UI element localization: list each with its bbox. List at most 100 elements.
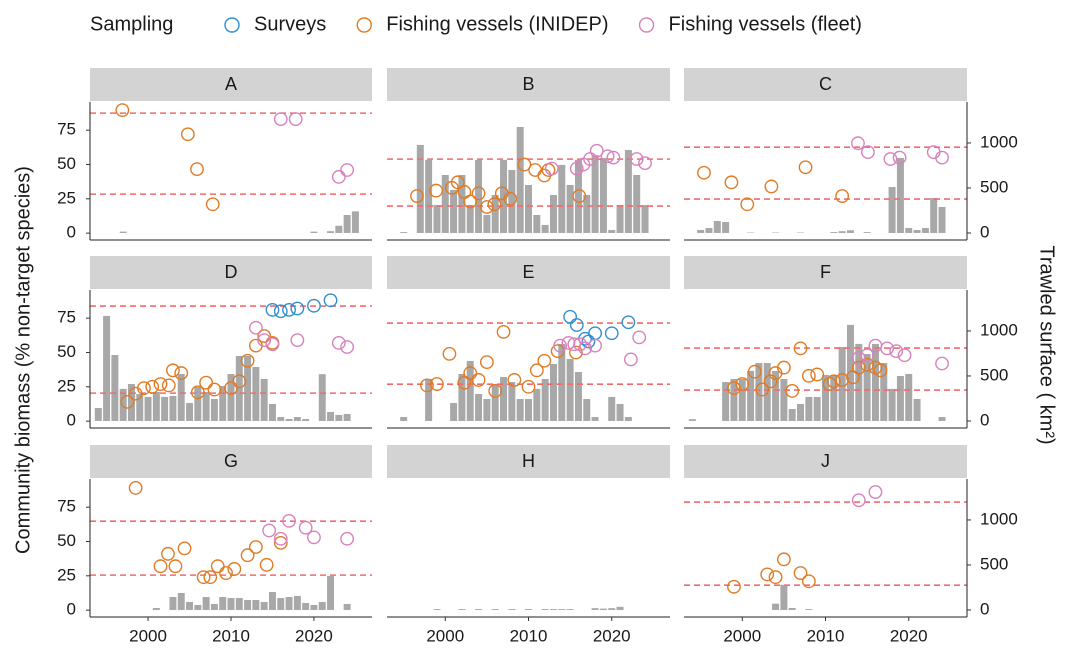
bar bbox=[210, 603, 218, 610]
bar bbox=[913, 230, 921, 233]
bar bbox=[516, 399, 524, 421]
bar bbox=[574, 159, 582, 233]
bar bbox=[705, 228, 713, 233]
y-tick-label: 0 bbox=[67, 223, 76, 242]
point bbox=[153, 377, 168, 391]
y-tick-label: 25 bbox=[57, 565, 76, 584]
bar bbox=[616, 606, 624, 610]
point bbox=[727, 579, 741, 594]
y2-tick-label: 0 bbox=[980, 410, 989, 429]
bar bbox=[416, 144, 424, 233]
point bbox=[755, 382, 770, 397]
y-tick-label: 50 bbox=[57, 531, 76, 550]
bar bbox=[260, 601, 268, 610]
point bbox=[410, 189, 424, 203]
bar bbox=[152, 391, 160, 421]
point bbox=[265, 337, 280, 352]
point bbox=[553, 338, 568, 353]
point bbox=[629, 152, 644, 166]
point bbox=[851, 351, 866, 365]
point bbox=[835, 373, 850, 387]
point bbox=[763, 374, 778, 389]
bar bbox=[450, 189, 458, 233]
y-tick-label: 0 bbox=[67, 600, 76, 619]
bar bbox=[608, 230, 616, 233]
point bbox=[889, 344, 904, 359]
legend-marker bbox=[638, 17, 655, 33]
y2-tick-label: 1000 bbox=[980, 132, 1018, 151]
x-tick-label: 2020 bbox=[890, 626, 928, 645]
facet-strip bbox=[387, 445, 670, 478]
bar bbox=[119, 388, 127, 421]
point bbox=[569, 318, 584, 332]
point bbox=[793, 341, 808, 356]
bar bbox=[541, 609, 549, 610]
bar bbox=[343, 214, 351, 233]
bar bbox=[202, 597, 210, 610]
bar bbox=[475, 159, 483, 233]
bar bbox=[938, 417, 946, 421]
point bbox=[199, 375, 214, 390]
point bbox=[282, 513, 296, 528]
point bbox=[740, 197, 755, 212]
point bbox=[793, 566, 808, 580]
bar bbox=[458, 373, 466, 421]
bar bbox=[838, 231, 846, 233]
point bbox=[128, 481, 143, 495]
y2-tick-label: 500 bbox=[980, 554, 1008, 573]
bar bbox=[252, 599, 260, 610]
bar bbox=[293, 417, 301, 421]
y2-tick-label: 0 bbox=[980, 599, 989, 618]
point bbox=[600, 149, 615, 164]
point bbox=[544, 161, 559, 176]
point bbox=[307, 530, 321, 545]
y-axis-title: Community biomass (% non-target species) bbox=[12, 166, 34, 554]
point bbox=[517, 157, 532, 172]
bar bbox=[260, 378, 268, 421]
point bbox=[224, 381, 238, 396]
point bbox=[822, 377, 837, 391]
bar bbox=[805, 396, 813, 421]
y2-tick-label: 0 bbox=[980, 222, 989, 241]
bar bbox=[624, 149, 632, 233]
point bbox=[161, 546, 175, 561]
point bbox=[145, 379, 160, 394]
bar bbox=[177, 592, 185, 610]
point bbox=[257, 333, 272, 348]
bar bbox=[583, 194, 591, 233]
bar bbox=[508, 609, 516, 610]
bar bbox=[466, 204, 474, 233]
bar bbox=[235, 598, 243, 610]
point bbox=[572, 189, 587, 203]
point bbox=[521, 379, 536, 394]
bar bbox=[599, 157, 607, 233]
point bbox=[873, 363, 888, 378]
point bbox=[120, 395, 135, 409]
bar bbox=[516, 126, 524, 233]
point bbox=[578, 341, 592, 356]
bar bbox=[119, 231, 127, 233]
bar bbox=[483, 214, 491, 233]
x-tick-label: 2020 bbox=[593, 626, 631, 645]
point bbox=[307, 298, 321, 313]
point bbox=[776, 360, 791, 375]
facet-strip bbox=[90, 445, 372, 478]
point bbox=[430, 377, 444, 391]
bar bbox=[797, 403, 805, 421]
bar bbox=[227, 598, 235, 610]
point bbox=[606, 150, 621, 165]
point bbox=[232, 374, 247, 389]
bar bbox=[722, 221, 730, 233]
point bbox=[801, 574, 816, 589]
bar bbox=[549, 194, 557, 233]
y2-tick-label: 1000 bbox=[980, 320, 1018, 339]
bar bbox=[152, 607, 160, 610]
bar bbox=[822, 374, 829, 421]
bar bbox=[846, 324, 854, 421]
bar bbox=[441, 175, 449, 233]
point bbox=[262, 523, 277, 538]
point bbox=[764, 179, 779, 194]
x-tick-label: 2020 bbox=[295, 626, 333, 645]
bar bbox=[202, 391, 210, 421]
point bbox=[153, 559, 168, 574]
